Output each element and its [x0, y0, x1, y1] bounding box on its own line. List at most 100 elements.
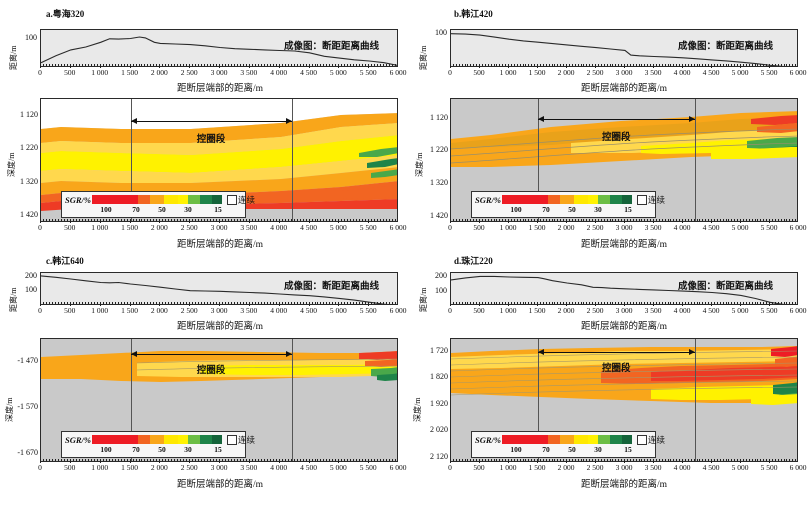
panel-a-profile-curve: [41, 36, 397, 66]
panel-d-profile-ytick-1: 100: [435, 285, 447, 295]
panel-b-kongquan-arrow: [538, 116, 695, 122]
panel-a-section-xlabel: 距断层端部的距离/m: [176, 240, 264, 250]
panel-a-kongquan-left-line: [130, 99, 132, 221]
panel-b-legend-continuous[interactable]: 连续: [636, 194, 665, 206]
legend-swatch: [501, 435, 548, 444]
xtick-label: 3 500: [240, 306, 258, 315]
xtick-label: 3 500: [644, 68, 662, 77]
panel-a-legend-continuous[interactable]: 连续: [226, 194, 255, 206]
legend-tick-label: 70: [132, 445, 140, 454]
panel-c-profile-ytick-1: 100: [25, 285, 37, 295]
xtick-label: 2 000: [557, 68, 575, 77]
panel-b-legend-ticks: 100 70 50 30 15: [472, 205, 655, 215]
checkbox-icon[interactable]: [636, 434, 647, 445]
xtick-label: 2 500: [180, 68, 198, 77]
legend-tick-label: 50: [158, 205, 166, 214]
legend-swatch: [177, 195, 188, 204]
xtick-label: 5 500: [760, 463, 778, 472]
panel-d-legend: SGR/% 连续 100 70 50 30 15: [471, 431, 665, 458]
xtick-label: 4 000: [270, 306, 288, 315]
xtick-label: 3 000: [615, 223, 633, 232]
xtick-label: 1 000: [499, 463, 517, 472]
section-ytick-label: 2 120: [430, 451, 448, 461]
panel-b-profile-ytick-0: 100: [435, 28, 447, 38]
section-ytick-label: 1 120: [430, 112, 448, 122]
checkbox-icon[interactable]: [226, 434, 237, 445]
panel-a-profile-ytick-0: 100: [25, 32, 37, 42]
xtick-label: 500: [473, 463, 485, 472]
xtick-label: 1 500: [528, 68, 546, 77]
xtick-label: 3 500: [240, 68, 258, 77]
xtick-label: 6 000: [389, 223, 407, 232]
panel-c-legend: SGR/% 连续 100 70 50 30 15: [61, 431, 255, 458]
panel-d-section-tickstrip: [450, 459, 798, 463]
panel-c-profile-plot: [40, 272, 398, 305]
legend-tick-label: 15: [624, 445, 632, 454]
legend-swatch: [91, 435, 138, 444]
xtick-label: 3 000: [210, 463, 228, 472]
legend-tick-label: 100: [100, 445, 112, 454]
legend-swatch: [559, 435, 574, 444]
xtick-label: 4 500: [702, 306, 720, 315]
xtick-label: 4 000: [270, 463, 288, 472]
panel-c-legend-continuous[interactable]: 连续: [226, 434, 255, 446]
panel-b-profile-note: 成像图：断距距离曲线: [678, 42, 774, 52]
panel-c: c.韩江640 距离/m 200 100 成像图：断距距离曲线 0 500 1 00…: [0, 250, 406, 498]
panel-b-section-ylabel: 深度/m: [415, 152, 424, 177]
xtick-label: 0: [38, 68, 42, 77]
legend-swatch: [547, 195, 560, 204]
panel-b-profile-xlabel: 距断层端部的距离/m: [580, 84, 668, 94]
xtick-label: 4 500: [702, 223, 720, 232]
panel-a-profile-note: 成像图：断距距离曲线: [284, 42, 380, 52]
xtick-label: 6 000: [389, 463, 407, 472]
panel-d-legend-ticks: 100 70 50 30 15: [472, 445, 655, 455]
panel-d-kongquan-arrow: [538, 349, 695, 355]
panel-b-profile-plot: [450, 29, 798, 67]
panel-b-section-plot: 控圈段 SGR/% 连续 100 70 50 30 15: [450, 98, 798, 222]
legend-tick-label: 50: [568, 445, 576, 454]
panel-c-kongquan-arrow: [130, 351, 292, 357]
xtick-label: 4 000: [270, 68, 288, 77]
xtick-label: 0: [448, 68, 452, 77]
panel-c-kongquan-label: 控圈段: [196, 366, 226, 376]
xtick-label: 3 500: [240, 463, 258, 472]
panel-c-profile-xlabel: 距断层端部的距离/m: [176, 322, 264, 332]
panel-b-legend-continuous-label: 连续: [647, 194, 665, 205]
panel-d-legend-swatches: [501, 435, 632, 444]
panel-d-legend-continuous[interactable]: 连续: [636, 434, 665, 446]
legend-tick-label: 15: [214, 205, 222, 214]
panel-b-profile-tickstrip: [450, 64, 798, 68]
legend-swatch: [137, 435, 150, 444]
panel-c-section-image: [41, 351, 397, 382]
panel-a-kongquan-label: 控圈段: [196, 135, 226, 145]
legend-swatch: [199, 435, 212, 444]
section-ytick-label: 1 920: [430, 398, 448, 408]
checkbox-icon[interactable]: [226, 194, 237, 205]
panel-a-legend-ticks: 100 70 50 30 15: [62, 205, 245, 215]
checkbox-icon[interactable]: [636, 194, 647, 205]
panel-a-section-plot: 控圈段 SGR/% 连续 100 70 50 30 15: [40, 98, 398, 222]
panel-a-legend-continuous-label: 连续: [237, 194, 255, 205]
xtick-label: 0: [448, 223, 452, 232]
panel-d-kongquan-label: 控圈段: [602, 364, 631, 374]
xtick-label: 6 000: [389, 68, 407, 77]
xtick-label: 6 000: [789, 463, 807, 472]
xtick-label: 4 500: [300, 223, 317, 232]
panel-a-kongquan-arrow: [130, 118, 292, 124]
panel-b-section-image: [451, 111, 797, 167]
panel-b-legend: SGR/% 连续 100 70 50 30 15: [471, 191, 665, 218]
xtick-label: 1 000: [499, 68, 517, 77]
panel-b-legend-swatches: [501, 195, 632, 204]
xtick-label: 4 500: [300, 68, 317, 77]
legend-swatch: [149, 195, 164, 204]
legend-tick-label: 50: [568, 205, 576, 214]
panel-a-section-ylabel: 深度/m: [7, 152, 16, 177]
panel-d-kongquan-left-line: [538, 339, 539, 461]
panel-d-kongquan-right-line: [694, 339, 696, 461]
section-ytick-label: 1 320: [430, 177, 448, 187]
panel-d-profile-plot: [450, 272, 798, 305]
legend-tick-label: 100: [100, 205, 112, 214]
section-ytick-label: 1 220: [20, 143, 38, 153]
xtick-label: 6 000: [789, 68, 807, 77]
legend-tick-label: 100: [510, 445, 522, 454]
